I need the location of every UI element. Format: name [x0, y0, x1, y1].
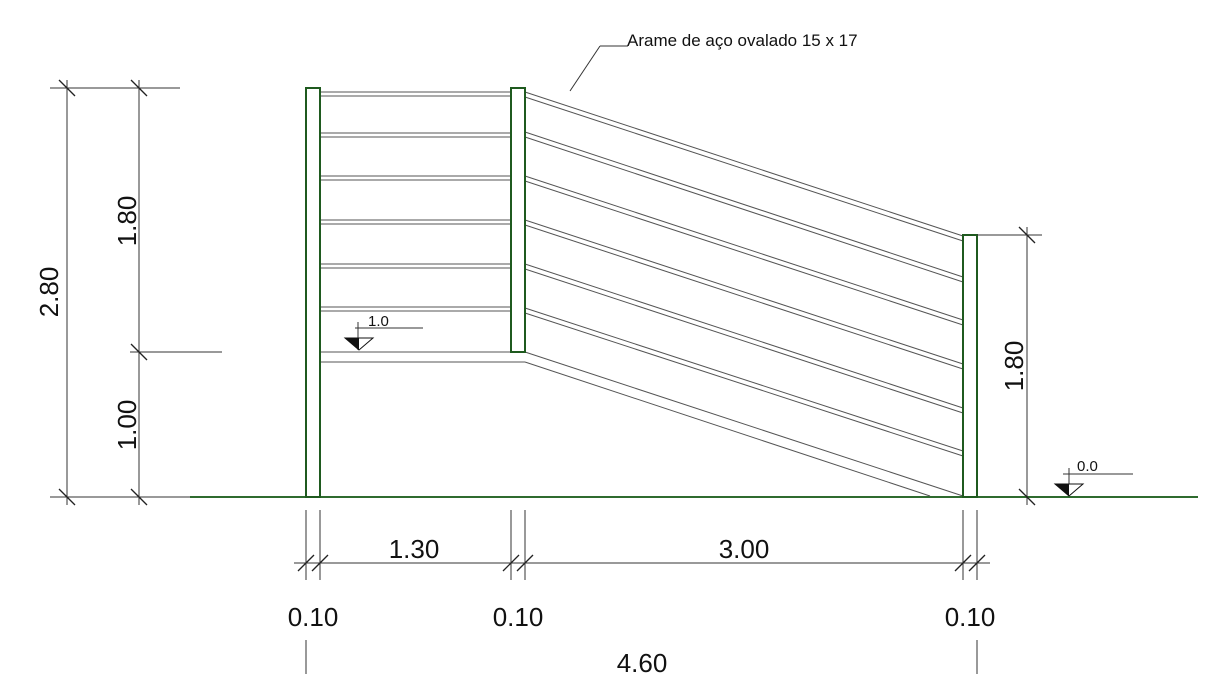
wire-label: Arame de aço ovalado 15 x 17	[627, 31, 858, 50]
horizontal-dimension-chain	[294, 510, 990, 580]
upper-panel-rails	[320, 91, 511, 312]
dim-right-height: 1.80	[999, 341, 1029, 392]
post-right	[962, 234, 978, 498]
vertical-dimension-right	[977, 226, 1042, 506]
sloped-rails	[524, 91, 964, 457]
vertical-dimension-total	[50, 79, 190, 506]
dim-total-width: 4.60	[617, 648, 668, 674]
dim-span-right: 3.00	[719, 534, 770, 564]
dim-post-right: 0.10	[945, 602, 996, 632]
dim-post-middle: 0.10	[493, 602, 544, 632]
dim-span-left: 1.30	[389, 534, 440, 564]
post-middle	[510, 87, 526, 353]
landing-slab	[306, 351, 525, 363]
level-marker-ground	[1053, 468, 1133, 497]
total-width-dimension	[305, 640, 978, 674]
stair-slab	[524, 351, 964, 497]
dim-lower-height: 1.00	[112, 400, 142, 451]
dim-post-left: 0.10	[288, 602, 339, 632]
dim-upper-height: 1.80	[112, 196, 142, 247]
dim-total-height: 2.80	[34, 267, 64, 318]
level-marker-upper	[343, 322, 423, 351]
vertical-dimension-split	[130, 79, 222, 506]
post-left	[305, 87, 321, 498]
level-label-ground: 0.0	[1077, 458, 1098, 475]
level-label-upper: 1.0	[368, 313, 389, 330]
wire-leader	[569, 45, 628, 92]
